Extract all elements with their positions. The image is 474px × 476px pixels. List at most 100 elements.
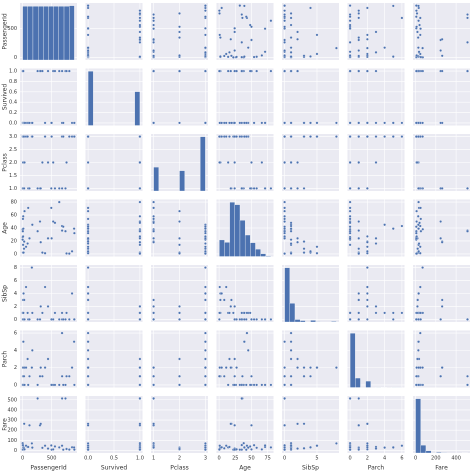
- hist-bar: [224, 242, 230, 257]
- scatter-point: [243, 135, 246, 138]
- scatter-point: [296, 69, 299, 73]
- scatter-point: [283, 19, 286, 23]
- scatter-point: [50, 237, 53, 240]
- scatter-point: [64, 397, 67, 400]
- y-tick-label: 0.6: [9, 89, 17, 95]
- scatter-point: [309, 366, 312, 369]
- scatter-point: [22, 422, 26, 426]
- scatter-point: [49, 444, 53, 447]
- scatter-point: [357, 237, 361, 240]
- scatter-point: [23, 161, 26, 164]
- scatter-point: [466, 41, 469, 44]
- scatter-point: [228, 445, 231, 449]
- scatter-point: [289, 252, 293, 255]
- scatter-point: [309, 6, 312, 10]
- scatter-point: [289, 187, 293, 190]
- scatter-point: [421, 366, 424, 369]
- scatter-point: [57, 69, 61, 73]
- scatter-point: [315, 444, 319, 448]
- scatter-point: [61, 318, 65, 321]
- scatter-point: [383, 223, 386, 227]
- scatter-point: [233, 121, 236, 125]
- scatter-point: [233, 357, 236, 361]
- scatter-point: [296, 357, 299, 361]
- scatter-point: [263, 383, 267, 387]
- x-tick-label: 200: [431, 456, 441, 462]
- scatter-point: [417, 318, 420, 321]
- hist-bar: [87, 71, 94, 126]
- scatter-point: [68, 252, 71, 255]
- scatter-point: [68, 374, 71, 378]
- scatter-point: [36, 318, 39, 321]
- scatter-point: [204, 15, 207, 19]
- scatter-point: [86, 187, 90, 190]
- scatter-point: [366, 285, 369, 289]
- scatter-point: [302, 251, 306, 254]
- scatter-point: [36, 229, 39, 233]
- scatter-point: [418, 331, 422, 335]
- hist-bar: [415, 398, 421, 454]
- scatter-point: [383, 46, 386, 49]
- scatter-point: [68, 69, 71, 73]
- y-axis-label: Survived: [2, 84, 9, 111]
- scatter-point: [440, 37, 444, 41]
- scatter-point: [50, 135, 53, 138]
- scatter-point: [138, 422, 142, 426]
- panel: [347, 396, 405, 453]
- scatter-point: [39, 422, 43, 426]
- scatter-point: [152, 221, 155, 225]
- scatter-point: [357, 36, 361, 39]
- scatter-point: [152, 422, 155, 426]
- hist-bar: [260, 253, 266, 257]
- scatter-point: [357, 12, 361, 15]
- scatter-point: [24, 285, 28, 289]
- x-tick-label: 6: [400, 456, 403, 462]
- scatter-point: [415, 209, 418, 213]
- scatter-point: [417, 250, 421, 253]
- scatter-point: [220, 6, 223, 10]
- scatter-point: [240, 443, 244, 447]
- scatter-point: [309, 445, 312, 449]
- scatter-point: [53, 221, 57, 225]
- scatter-point: [466, 69, 469, 73]
- scatter-point: [51, 161, 55, 164]
- scatter-point: [357, 318, 361, 321]
- y-axis-label: Parch: [2, 351, 9, 368]
- scatter-point: [415, 4, 418, 7]
- scatter-point: [416, 298, 419, 302]
- scatter-point: [416, 30, 419, 34]
- scatter-point: [283, 161, 286, 164]
- scatter-point: [218, 9, 221, 12]
- scatter-point: [73, 135, 76, 138]
- scatter-point: [22, 298, 26, 302]
- scatter-point: [43, 285, 47, 289]
- scatter-point: [86, 349, 90, 352]
- scatter-point: [178, 209, 181, 213]
- scatter-point: [421, 266, 424, 269]
- scatter-point: [64, 383, 67, 387]
- scatter-point: [400, 224, 404, 228]
- scatter-point: [418, 224, 422, 228]
- scatter-point: [357, 311, 361, 315]
- scatter-point: [138, 200, 142, 204]
- scatter-point: [30, 442, 34, 445]
- scatter-point: [49, 187, 53, 190]
- scatter-point: [439, 220, 442, 223]
- scatter-point: [250, 374, 253, 378]
- scatter-point: [248, 383, 252, 387]
- scatter-point: [178, 447, 181, 451]
- scatter-point: [283, 446, 286, 449]
- y-tick-label: 8: [14, 265, 17, 271]
- scatter-point: [68, 135, 71, 138]
- scatter-point: [229, 69, 233, 73]
- scatter-point: [245, 444, 249, 448]
- scatter-point: [26, 383, 30, 387]
- y-tick-label: 4: [14, 348, 17, 354]
- scatter-point: [178, 121, 181, 125]
- scatter-point: [86, 318, 90, 321]
- hist-bar: [53, 6, 60, 61]
- scatter-point: [250, 38, 253, 42]
- scatter-point: [246, 46, 250, 49]
- scatter-point: [152, 27, 155, 31]
- scatter-point: [357, 247, 361, 251]
